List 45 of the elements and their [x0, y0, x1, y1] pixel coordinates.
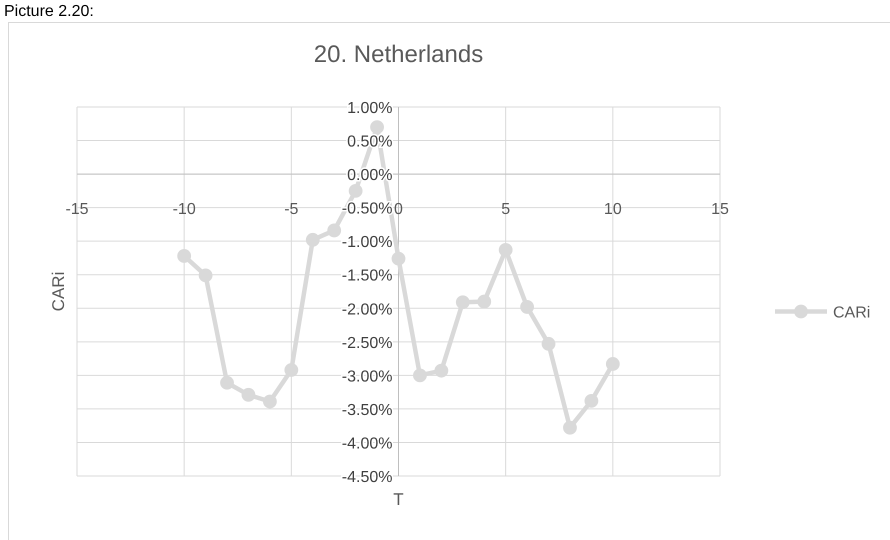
y-tick-label: -2.50%	[342, 334, 392, 352]
point	[198, 268, 213, 282]
x-tick-label: -15	[65, 201, 89, 218]
y-tick-label: -3.50%	[342, 402, 392, 419]
x-tick-label: -5	[284, 201, 299, 218]
point	[177, 249, 192, 263]
point	[520, 300, 534, 314]
point	[348, 184, 363, 198]
point	[370, 120, 384, 134]
x-axis-title: T	[393, 490, 404, 509]
x-tick-label: 0	[394, 201, 404, 218]
y-tick-label: -0.50%	[342, 200, 392, 218]
point	[327, 224, 342, 238]
y-tick-label: 1.00%	[347, 100, 392, 117]
y-axis-title: CARi	[49, 272, 68, 312]
point	[306, 232, 320, 247]
point	[498, 243, 513, 257]
text: Picture 2.20:	[4, 3, 94, 20]
y-tick-label: -3.00%	[342, 368, 392, 386]
chart-title: 20. Netherlands	[314, 41, 484, 68]
point	[392, 252, 406, 266]
x-tick-label: -10	[172, 201, 196, 218]
x-tick-label: 15	[711, 201, 729, 218]
point	[413, 368, 427, 382]
y-tick-label: -2.00%	[342, 301, 392, 318]
y-tick-label: 0.00%	[347, 167, 392, 184]
point	[477, 294, 492, 308]
x-tick-label: 5	[501, 201, 510, 218]
point	[563, 420, 577, 435]
y-tick-label: -4.00%	[342, 435, 392, 452]
point	[584, 394, 598, 408]
y-tick-label: -1.00%	[342, 234, 392, 252]
y-tick-label: -4.50%	[342, 469, 392, 486]
point	[542, 336, 556, 351]
point	[242, 388, 256, 402]
point	[284, 363, 298, 377]
y-tick-label: -1.50%	[342, 268, 392, 285]
point	[434, 364, 448, 378]
point	[220, 376, 234, 390]
y-tick-label: 0.50%	[347, 134, 392, 151]
point	[456, 295, 470, 310]
legend-label: CARi	[833, 304, 870, 322]
x-tick-label: 10	[604, 201, 622, 218]
point	[606, 357, 620, 371]
point	[262, 394, 277, 408]
